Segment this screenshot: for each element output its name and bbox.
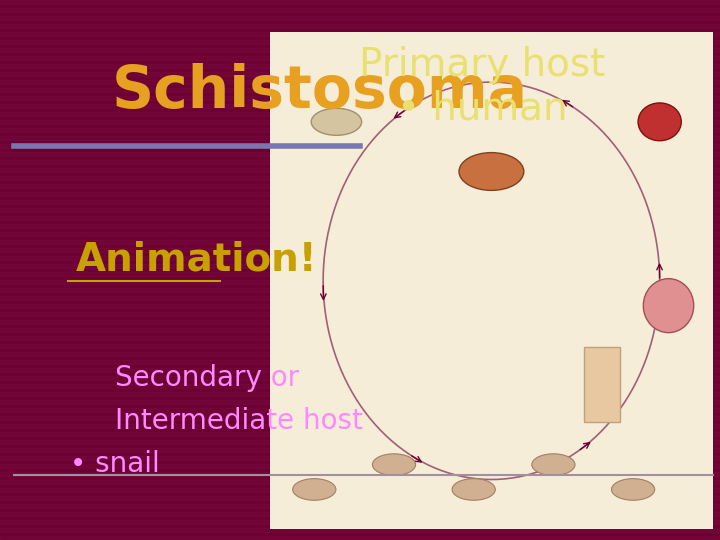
Bar xyxy=(0,88,720,92)
Bar xyxy=(0,408,720,412)
Bar xyxy=(0,24,720,28)
Bar xyxy=(0,360,720,364)
Bar xyxy=(0,48,720,52)
Bar xyxy=(0,248,720,252)
Bar xyxy=(0,104,720,108)
Bar xyxy=(0,272,720,276)
Bar xyxy=(0,456,720,460)
Bar xyxy=(0,112,720,116)
Bar xyxy=(0,392,720,396)
Bar xyxy=(0,152,720,156)
Bar xyxy=(0,0,720,4)
Bar xyxy=(0,304,720,308)
Bar xyxy=(584,347,620,422)
Ellipse shape xyxy=(644,279,694,333)
Text: Primary host: Primary host xyxy=(359,46,606,84)
Bar xyxy=(0,96,720,100)
Bar xyxy=(0,416,720,420)
Bar xyxy=(0,72,720,76)
Bar xyxy=(0,448,720,452)
Ellipse shape xyxy=(532,454,575,475)
Bar xyxy=(0,512,720,516)
Bar xyxy=(0,480,720,484)
Bar xyxy=(0,504,720,508)
Bar xyxy=(0,496,720,500)
Text: Schistosoma: Schistosoma xyxy=(112,63,528,120)
Bar xyxy=(0,192,720,196)
Bar xyxy=(0,264,720,268)
Bar xyxy=(0,168,720,172)
FancyBboxPatch shape xyxy=(270,32,713,529)
Bar xyxy=(0,216,720,220)
Bar xyxy=(0,120,720,124)
Bar xyxy=(0,312,720,316)
Bar xyxy=(0,344,720,348)
Bar xyxy=(0,488,720,492)
Ellipse shape xyxy=(311,109,361,136)
Bar xyxy=(0,224,720,228)
Bar xyxy=(0,144,720,148)
Bar xyxy=(0,464,720,468)
Bar xyxy=(0,160,720,164)
Text: • snail: • snail xyxy=(71,450,160,478)
Bar xyxy=(0,200,720,204)
Ellipse shape xyxy=(611,478,654,500)
Bar xyxy=(0,56,720,60)
Bar xyxy=(0,184,720,188)
Bar xyxy=(0,32,720,36)
Bar xyxy=(0,280,720,284)
Bar xyxy=(0,232,720,236)
Bar xyxy=(0,424,720,428)
Bar xyxy=(0,472,720,476)
Bar xyxy=(0,64,720,68)
Ellipse shape xyxy=(292,478,336,500)
Bar xyxy=(0,336,720,340)
Ellipse shape xyxy=(372,454,415,475)
Bar xyxy=(0,368,720,372)
Text: Intermediate host: Intermediate host xyxy=(115,407,363,435)
Bar xyxy=(0,208,720,212)
Text: Secondary or: Secondary or xyxy=(115,364,300,392)
Ellipse shape xyxy=(459,153,523,191)
Text: • human: • human xyxy=(397,89,567,127)
Ellipse shape xyxy=(638,103,681,141)
Text: Animation!: Animation! xyxy=(76,240,318,278)
Bar xyxy=(0,432,720,436)
Bar xyxy=(0,328,720,332)
Bar xyxy=(0,176,720,180)
Bar xyxy=(0,128,720,132)
Bar xyxy=(0,320,720,324)
Bar xyxy=(0,80,720,84)
Ellipse shape xyxy=(452,478,495,500)
Bar xyxy=(0,136,720,140)
Bar xyxy=(0,240,720,244)
Bar xyxy=(0,520,720,524)
Bar xyxy=(0,400,720,404)
Bar xyxy=(0,376,720,380)
Bar xyxy=(0,40,720,44)
Bar xyxy=(0,528,720,532)
Bar xyxy=(0,536,720,540)
Bar xyxy=(0,256,720,260)
Bar xyxy=(0,384,720,388)
Bar xyxy=(0,16,720,20)
Bar xyxy=(0,440,720,444)
Bar xyxy=(0,352,720,356)
Bar xyxy=(0,296,720,300)
Bar xyxy=(0,8,720,12)
Bar xyxy=(0,288,720,292)
